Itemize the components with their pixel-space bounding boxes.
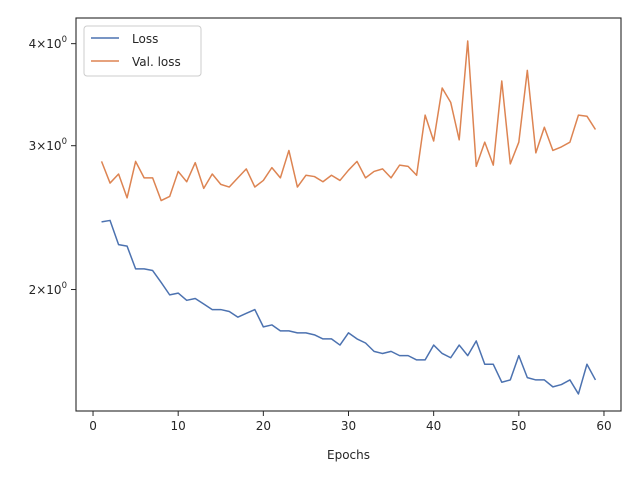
x-tick-label: 40: [426, 419, 441, 433]
series-line-loss: [102, 220, 596, 393]
x-tick-label: 30: [341, 419, 356, 433]
x-tick-label: 50: [511, 419, 526, 433]
x-tick-label: 10: [171, 419, 186, 433]
y-tick-label: 4×100: [29, 35, 67, 51]
y-axis: 2×100 3×100 4×100: [29, 35, 76, 297]
x-tick-label: 60: [596, 419, 611, 433]
legend-label-val-loss: Val. loss: [132, 55, 181, 69]
x-tick-label: 20: [256, 419, 271, 433]
x-axis-label: Epochs: [327, 448, 370, 462]
plot-area: [102, 41, 596, 394]
legend-label-loss: Loss: [132, 32, 158, 46]
legend: Loss Val. loss: [84, 26, 201, 76]
x-axis: 0 10 20 30 40 50 60: [89, 411, 611, 433]
y-tick-label: 2×100: [29, 281, 67, 297]
x-tick-label: 0: [89, 419, 97, 433]
plot-frame: [76, 18, 621, 411]
y-tick-label: 3×100: [29, 137, 67, 153]
